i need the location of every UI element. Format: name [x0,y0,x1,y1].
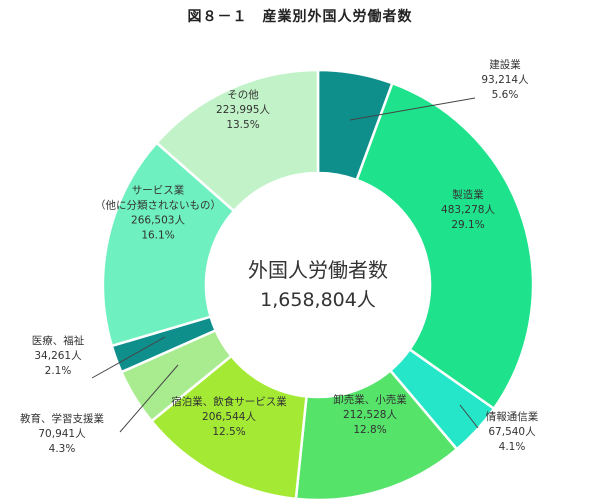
slice-label-8: その他 223,995人 13.5% [216,88,270,131]
leader-line-5 [119,364,179,433]
slice-label-7: サービス業（他に分類されないもの） 266,503人 16.1% [95,184,221,242]
leader-line-2 [459,404,479,429]
slice-label-6: 医療、福祉 34,261人 2.1% [32,334,85,377]
slice-label-2: 情報通信業 67,540人 4.1% [486,410,539,453]
leader-line-6 [91,336,166,379]
chart-title: 図８－１ 産業別外国人労働者数 [187,9,413,25]
slice-label-0: 建設業 93,214人 5.6% [481,58,529,101]
leader-line-0 [349,97,476,121]
slice-7 [101,141,236,348]
slice-8 [154,68,320,213]
slice-label-5: 教育、学習支援業 70,941人 4.3% [20,412,104,455]
slice-label-1: 製造業 483,278人 29.1% [441,188,495,231]
slice-label-4: 宿泊業、飲食サービス業 206,544人 12.5% [171,395,287,438]
slice-labels-group: 建設業 93,214人 5.6% 製造業 483,278人 29.1% 情報通信業 67,54… [20,58,539,455]
center-total: 1,658,804人 [260,289,376,311]
center-title: 外国人労働者数 [248,258,388,282]
leader-lines-group [91,97,479,433]
slice-label-3: 卸売業、小売業 212,528人 12.8% [333,393,407,436]
slices-group [101,68,535,500]
slice-1 [355,81,535,411]
